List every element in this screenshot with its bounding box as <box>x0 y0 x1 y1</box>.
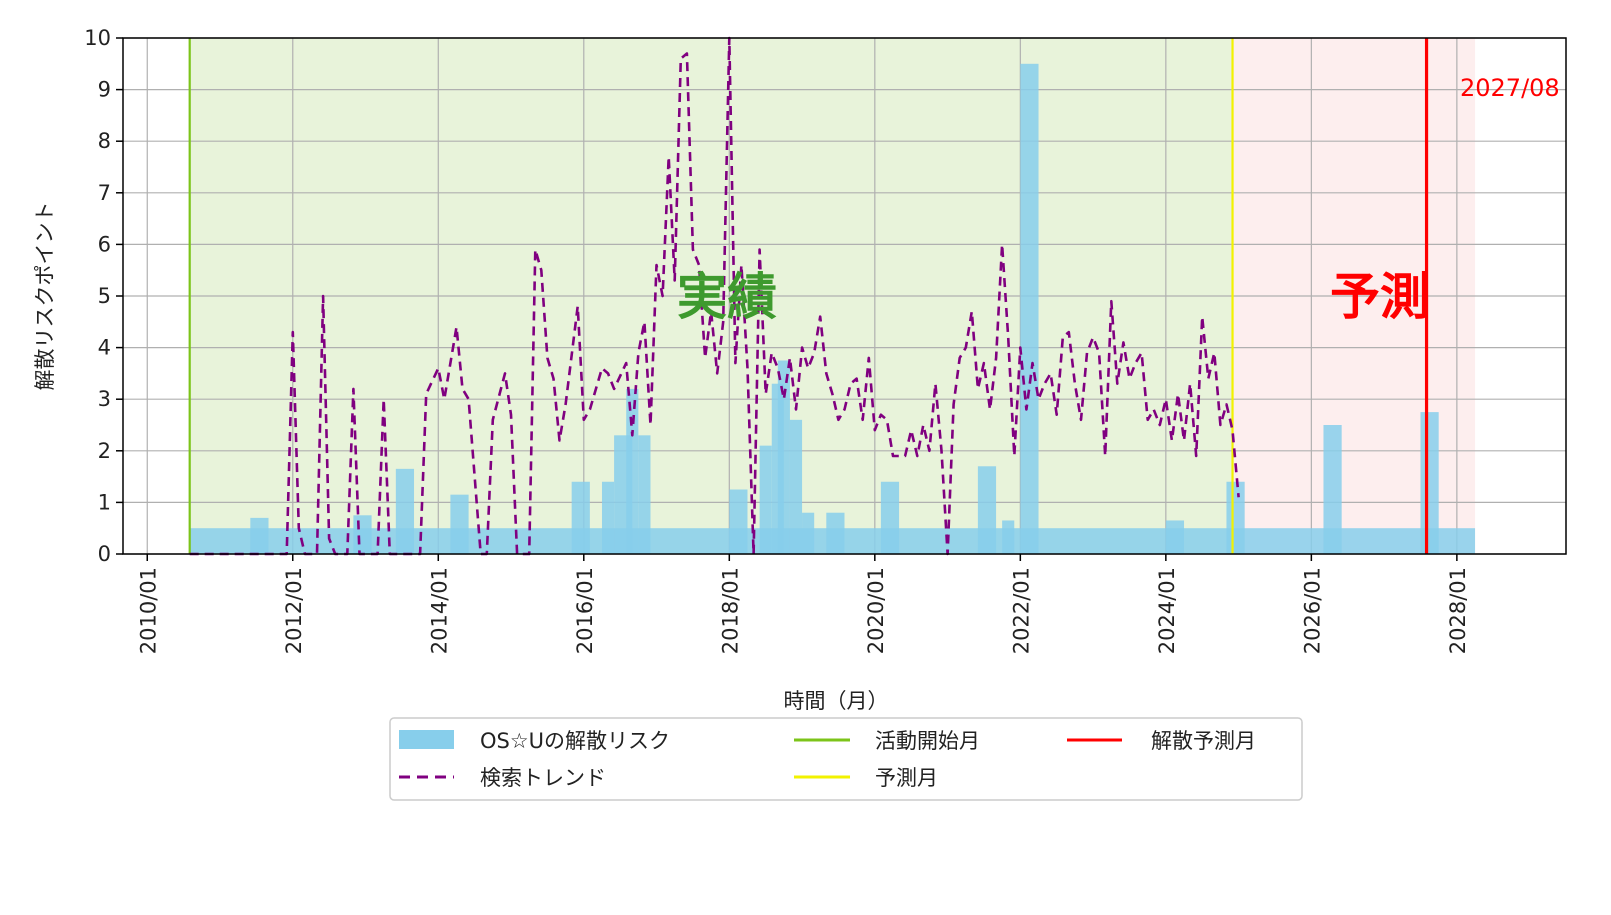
risk-bar <box>759 445 772 554</box>
risk-bar <box>250 517 269 554</box>
x-tick-label: 2010/01 <box>136 567 160 654</box>
risk-bar <box>729 489 748 554</box>
y-axis: 0 1 2 3 4 5 6 7 8 9 10 <box>84 26 123 566</box>
x-tick-label: 2020/01 <box>864 567 888 654</box>
risk-bar <box>1323 425 1342 554</box>
search-trend-line <box>189 36 1240 556</box>
risk-bar <box>802 512 815 554</box>
risk-bar <box>977 466 997 554</box>
y-tick-label: 0 <box>98 542 111 566</box>
x-tick-label: 2018/01 <box>718 567 742 654</box>
legend: OS☆Uの解散リスク 検索トレンド 活動開始月 予測月 解散予測月 <box>389 717 1303 801</box>
x-tick-label: 2014/01 <box>427 567 451 654</box>
legend-swatch-risk <box>399 730 454 749</box>
region-label-actual: 実績 <box>677 268 777 326</box>
region-label-forecast: 予測 <box>1330 268 1430 326</box>
legend-label-start: 活動開始月 <box>875 729 980 753</box>
y-tick-label: 4 <box>98 336 111 360</box>
y-tick-label: 6 <box>98 232 111 256</box>
dissolution-date-annotation: 2027/08 <box>1460 74 1560 102</box>
y-tick-label: 3 <box>98 387 111 411</box>
text-layer: 実績 予測 2027/08 <box>677 74 1560 326</box>
risk-bar <box>1420 412 1439 554</box>
legend-label-trend: 検索トレンド <box>480 766 606 790</box>
x-tick-label: 2016/01 <box>573 567 597 654</box>
risk-bar <box>1002 520 1015 554</box>
risk-bar <box>353 515 372 554</box>
risk-bar <box>1226 481 1245 554</box>
risk-bar <box>1165 520 1185 554</box>
risk-bar <box>395 468 415 554</box>
bars-layer <box>189 63 1476 555</box>
risk-bar <box>826 512 845 554</box>
y-axis-label: 解散リスクポイント <box>33 202 57 391</box>
x-axis: 2010/01 2012/01 2014/01 2016/01 2018/01 2020/… <box>136 554 1470 654</box>
y-tick-label: 5 <box>98 284 111 308</box>
risk-bar <box>777 360 790 554</box>
risk-bar <box>638 435 651 554</box>
y-tick-label: 7 <box>98 181 111 205</box>
trend-layer <box>189 36 1240 556</box>
risk-bar <box>789 419 803 554</box>
legend-label-forecast: 予測月 <box>875 766 938 790</box>
x-axis-label: 時間（月） <box>784 689 889 713</box>
x-tick-label: 2024/01 <box>1155 567 1179 654</box>
risk-bar <box>626 388 639 554</box>
x-tick-label: 2028/01 <box>1446 567 1470 654</box>
risk-bar <box>571 481 590 554</box>
risk-bar <box>1020 63 1039 555</box>
risk-bar <box>880 481 900 554</box>
risk-bar <box>601 481 615 554</box>
legend-label-dissolution: 解散予測月 <box>1151 729 1256 753</box>
y-tick-label: 10 <box>84 26 111 50</box>
x-tick-label: 2022/01 <box>1009 567 1033 654</box>
x-tick-label: 2012/01 <box>282 567 306 654</box>
legend-label-risk: OS☆Uの解散リスク <box>480 729 670 753</box>
vlines-layer <box>188 38 1429 554</box>
risk-bar <box>450 494 469 554</box>
x-tick-label: 2026/01 <box>1300 567 1324 654</box>
y-tick-label: 8 <box>98 129 111 153</box>
y-tick-label: 1 <box>98 490 111 514</box>
y-tick-label: 2 <box>98 439 111 463</box>
y-tick-label: 9 <box>98 78 111 102</box>
